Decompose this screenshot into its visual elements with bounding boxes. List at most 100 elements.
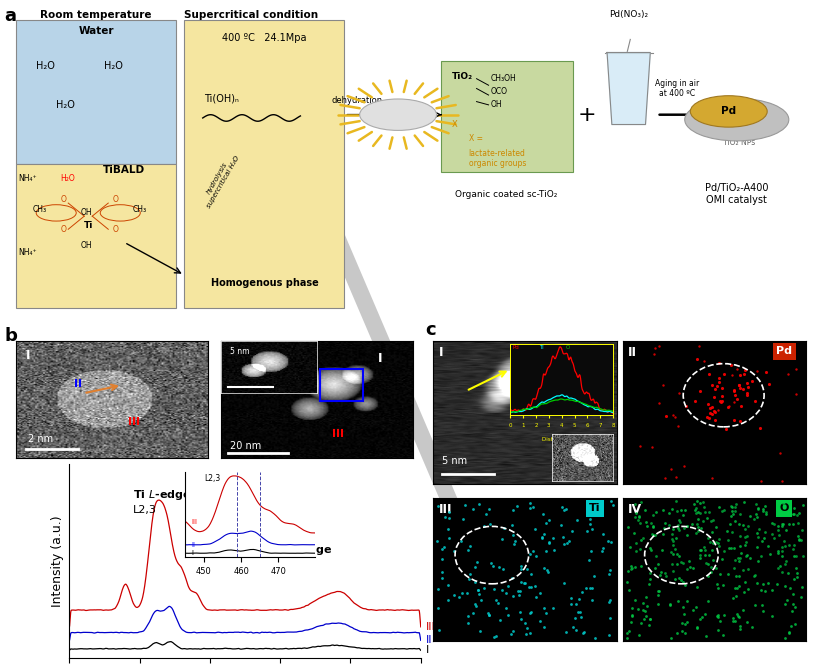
Point xyxy=(701,532,714,543)
Point xyxy=(651,590,664,601)
Point xyxy=(580,526,593,536)
Point xyxy=(540,517,553,528)
Point xyxy=(731,582,744,593)
Point xyxy=(750,542,763,552)
Point xyxy=(761,540,775,551)
Point xyxy=(672,550,685,561)
Point xyxy=(728,516,741,527)
Point xyxy=(632,629,645,640)
Point xyxy=(741,617,754,627)
Point xyxy=(539,545,552,556)
Point xyxy=(672,515,685,526)
Point xyxy=(712,533,725,544)
Text: CH₃: CH₃ xyxy=(132,205,146,214)
Point xyxy=(472,589,485,599)
Point xyxy=(620,633,633,643)
Point xyxy=(757,504,770,514)
Point xyxy=(649,343,662,354)
Point xyxy=(666,548,679,559)
Point xyxy=(734,531,747,542)
Point xyxy=(667,524,680,534)
Point xyxy=(758,500,771,511)
Point xyxy=(703,413,716,424)
Point xyxy=(506,520,519,531)
Point xyxy=(630,545,643,556)
Point xyxy=(676,602,690,613)
Point xyxy=(519,577,532,588)
Point xyxy=(622,626,635,637)
Point xyxy=(727,385,740,396)
Point xyxy=(517,578,530,589)
Point xyxy=(596,546,609,556)
Point xyxy=(668,574,681,584)
Point xyxy=(499,587,512,598)
Text: hydrolysis
supercritical H₂O: hydrolysis supercritical H₂O xyxy=(200,151,241,209)
Point xyxy=(670,472,683,483)
Point xyxy=(515,564,528,574)
Point xyxy=(788,550,801,561)
Point xyxy=(537,603,550,613)
Circle shape xyxy=(685,98,789,141)
Point xyxy=(605,496,618,506)
Text: Pd: Pd xyxy=(721,106,736,116)
Point xyxy=(634,496,647,507)
Point xyxy=(685,518,699,529)
Point xyxy=(506,572,519,583)
Point xyxy=(713,395,726,406)
Point xyxy=(703,369,716,379)
Point xyxy=(574,611,587,622)
Point xyxy=(604,595,617,606)
Point xyxy=(766,611,779,621)
Point xyxy=(772,525,785,536)
Point xyxy=(734,508,747,519)
Point xyxy=(733,382,746,393)
Point xyxy=(733,556,746,566)
Point xyxy=(705,544,718,555)
Point xyxy=(757,532,770,543)
Text: +: + xyxy=(578,105,596,125)
Point xyxy=(663,508,676,518)
Point xyxy=(726,593,739,603)
Point xyxy=(473,625,486,636)
Point xyxy=(751,577,764,588)
Point xyxy=(524,549,537,560)
Point xyxy=(641,601,654,612)
Point xyxy=(583,554,596,565)
Point xyxy=(779,599,792,610)
Point xyxy=(738,576,751,587)
Point xyxy=(530,592,543,603)
Point xyxy=(748,395,761,406)
Point xyxy=(575,587,588,597)
Point xyxy=(525,568,538,579)
Point xyxy=(651,586,664,597)
Text: Water: Water xyxy=(78,26,114,36)
Point xyxy=(676,617,689,628)
Point xyxy=(627,528,641,538)
Point xyxy=(737,383,750,394)
Text: II: II xyxy=(628,347,637,359)
Point xyxy=(534,588,547,599)
Text: III: III xyxy=(332,429,344,438)
Point xyxy=(684,562,697,572)
Point xyxy=(690,528,703,538)
Point xyxy=(677,461,690,472)
Point xyxy=(454,536,467,546)
Point xyxy=(471,584,484,595)
Point xyxy=(690,496,703,506)
Text: H₂O: H₂O xyxy=(36,61,55,71)
Point xyxy=(439,511,452,522)
Point xyxy=(700,411,713,422)
Point xyxy=(691,526,704,536)
Point xyxy=(698,356,711,367)
Point xyxy=(602,597,615,608)
Point xyxy=(555,520,568,530)
Point xyxy=(625,617,638,628)
Point xyxy=(668,544,681,554)
Point xyxy=(681,530,694,540)
Point xyxy=(723,519,736,530)
Point xyxy=(752,532,765,542)
Point xyxy=(715,383,728,393)
Point xyxy=(787,509,800,520)
Point xyxy=(463,574,476,584)
Point xyxy=(694,523,708,534)
